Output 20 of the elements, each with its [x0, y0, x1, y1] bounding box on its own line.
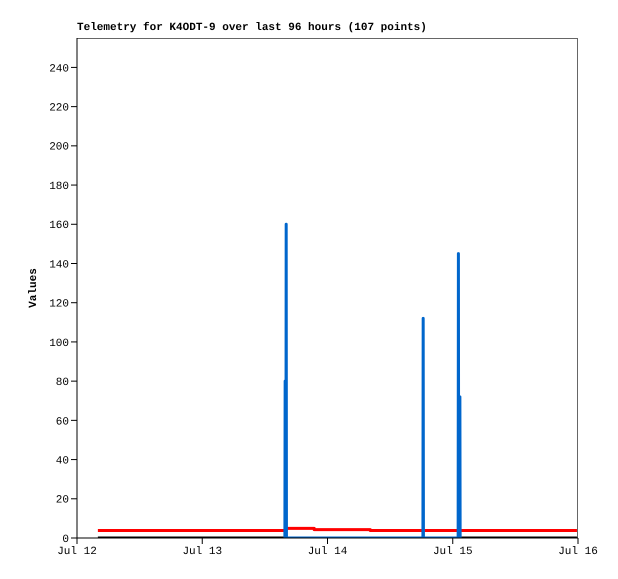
- y-tick-label: 220: [49, 102, 69, 115]
- x-tick-label: Jul 12: [57, 546, 97, 558]
- y-axis-title: Values: [28, 268, 40, 308]
- y-tick-label: 160: [49, 220, 69, 232]
- x-tick-label: Jul 14: [308, 546, 348, 558]
- y-tick-label: 120: [49, 298, 69, 311]
- y-tick-label: 60: [56, 416, 69, 428]
- y-tick-label: 20: [56, 494, 69, 507]
- y-tick-label: 40: [56, 455, 69, 468]
- y-tick-label: 100: [49, 338, 69, 350]
- y-tick-label: 140: [49, 259, 69, 272]
- y-tick-label: 0: [62, 534, 69, 546]
- y-tick-label: 80: [56, 377, 69, 390]
- y-tick-label: 200: [49, 142, 69, 154]
- y-tick-label: 180: [49, 180, 69, 193]
- chart-title: Telemetry for K4ODT-9 over last 96 hours (107 points): [77, 22, 427, 34]
- x-tick-label: Jul 15: [432, 546, 473, 558]
- y-tick-label: 240: [49, 63, 69, 76]
- x-tick-label: Jul 13: [182, 546, 222, 558]
- x-tick-label: Jul 16: [558, 546, 598, 558]
